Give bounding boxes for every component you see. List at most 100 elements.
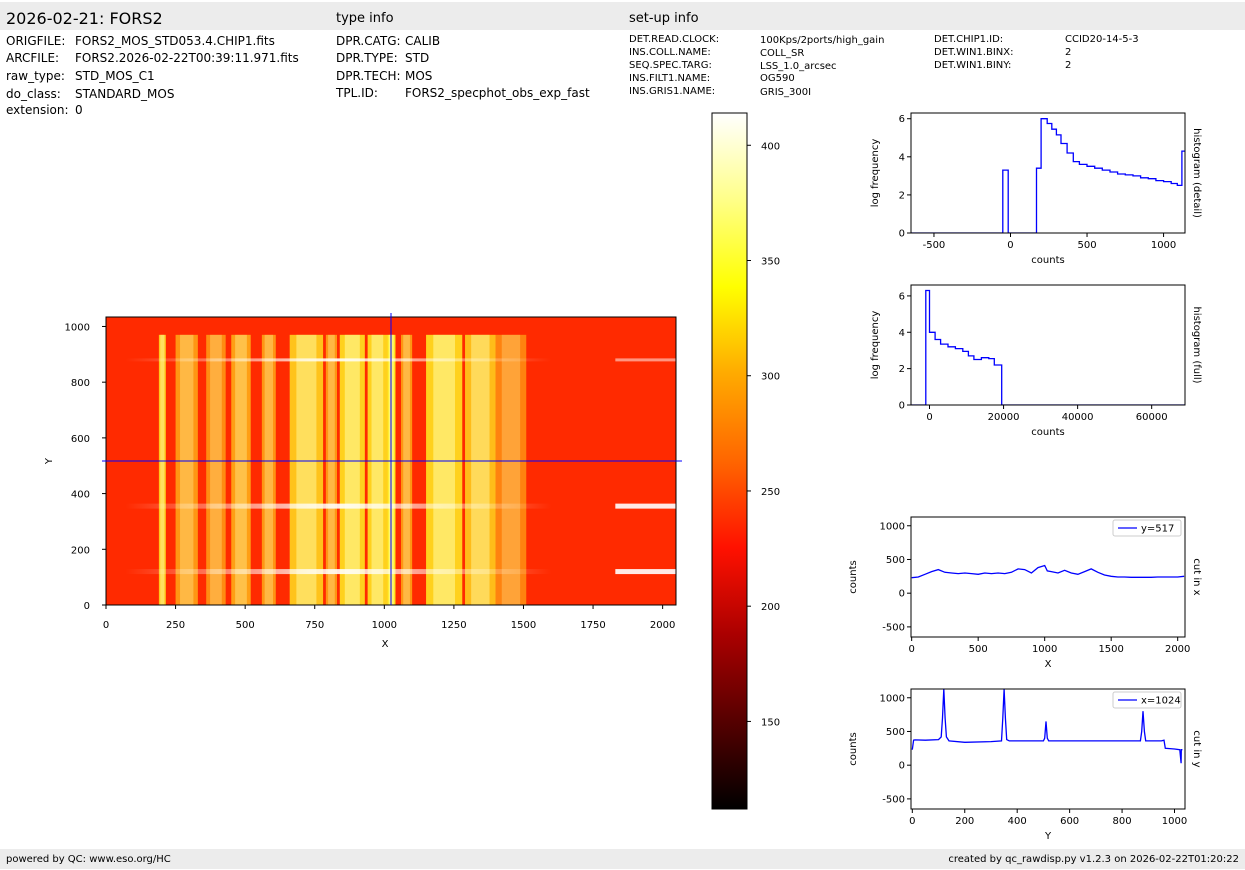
- plot-frame: [910, 284, 1186, 406]
- legend-box: [1112, 519, 1182, 537]
- setup-key: DET.WIN1.BINY:: [934, 60, 1012, 71]
- y-tick-label: 4: [899, 152, 905, 163]
- footer-left: powered by QC: www.eso.org/HC: [6, 854, 171, 865]
- setup-value: CCID20-14-5-3: [1065, 34, 1139, 45]
- x-tick-label: 1000: [372, 620, 397, 631]
- histogram-detail-panel: -500 0 500 1000 0 2 4 6 counts log frequency histo…: [870, 112, 1202, 266]
- y-tick-label: 600: [71, 434, 90, 445]
- y-axis-label: counts: [848, 560, 859, 593]
- slit-column-core: [235, 334, 247, 605]
- type-info-value: STD: [405, 51, 430, 65]
- x-tick-label: 600: [1060, 816, 1079, 827]
- slit-column-core: [433, 334, 456, 605]
- setup-key: INS.GRIS1.NAME:: [629, 86, 716, 97]
- y-tick-label: -500: [882, 622, 905, 633]
- slit-column: [231, 334, 251, 605]
- x-axis-label: counts: [1031, 427, 1064, 438]
- slit-column-core: [403, 334, 410, 605]
- x-axis-label: Y: [1044, 831, 1052, 842]
- slit-column-core: [371, 334, 384, 605]
- x-tick-label: 1250: [441, 620, 466, 631]
- setup-key: DET.READ.CLOCK:: [629, 34, 720, 45]
- x-tick-label: 1500: [1098, 644, 1123, 655]
- slit-column: [325, 334, 338, 605]
- colorbar-tick-label: 250: [761, 487, 780, 498]
- file-info-key: raw_type:: [6, 69, 65, 83]
- y-tick-label: 0: [899, 589, 905, 600]
- x-tick-label: 1000: [1032, 644, 1057, 655]
- slit-column-core: [264, 334, 273, 605]
- x-tick-label: 500: [1077, 240, 1096, 251]
- x-tick-label: 200: [955, 816, 974, 827]
- slit-column: [158, 334, 166, 605]
- file-info-value: FORS2.2026-02-22T00:39:11.971.fits: [75, 51, 299, 65]
- setup-key: SEQ.SPEC.TARG:: [629, 60, 712, 71]
- plot-frame: [910, 112, 1186, 234]
- histogram-full-panel: 0 20000 40000 60000 0 2 4 6 counts log frequency h…: [870, 284, 1202, 438]
- setup-value: GRIS_300I: [760, 87, 812, 98]
- side-label: histogram (detail): [1191, 128, 1202, 218]
- spectrum-trace: [125, 503, 552, 509]
- slit-column: [495, 334, 527, 605]
- slit-column-core: [180, 334, 194, 605]
- colorbar-gradient: [711, 112, 748, 810]
- slit-column-core: [501, 334, 521, 605]
- file-info-value: 0: [75, 103, 83, 117]
- image-panel: 0 250 500 750 1000 1250 1500 1750 2000 0 200 400 600…: [44, 313, 682, 650]
- legend-box: [1112, 691, 1182, 709]
- slit-column-core: [210, 334, 222, 605]
- slit-column: [261, 334, 276, 605]
- spectrum-trace: [125, 358, 552, 362]
- spectrum-trace: [125, 569, 552, 575]
- colorbar-tick-label: 300: [761, 372, 780, 383]
- x-tick-label: -500: [923, 240, 946, 251]
- colorbar-tick-label: 350: [761, 256, 780, 267]
- y-tick-label: 0: [899, 401, 905, 412]
- type-info-label: type info: [336, 11, 394, 26]
- x-tick-label: 0: [103, 620, 109, 631]
- type-info-value: CALIB: [405, 34, 441, 48]
- y-axis-label: Y: [44, 457, 55, 465]
- x-tick-label: 0: [909, 816, 915, 827]
- y-axis-label: counts: [848, 732, 859, 765]
- y-tick-label: 500: [886, 727, 905, 738]
- y-tick-label: 4: [899, 328, 905, 339]
- y-tick-label: 0: [899, 229, 905, 240]
- x-tick-label: 800: [1113, 816, 1132, 827]
- spectrum-trace-right: [615, 569, 676, 575]
- setup-key: DET.CHIP1.ID:: [934, 34, 1004, 45]
- x-tick-label: 400: [1008, 816, 1027, 827]
- colorbar: 150 200 250 300 350 400: [711, 112, 780, 810]
- x-tick-label: 60000: [1136, 412, 1168, 423]
- legend-label: x=1024: [1141, 696, 1181, 707]
- x-tick-label: 2000: [650, 620, 675, 631]
- setup-value: 2: [1065, 47, 1072, 58]
- slit-column: [175, 334, 198, 605]
- colorbar-tick-label: 150: [761, 717, 780, 728]
- slit-column-core: [296, 334, 317, 605]
- y-tick-label: 1000: [65, 322, 90, 333]
- y-tick-label: 0: [899, 761, 905, 772]
- slit-column-core: [344, 334, 360, 605]
- setup-value: OG590: [760, 73, 795, 84]
- type-info-key: TPL.ID:: [336, 86, 378, 100]
- type-info-value: FORS2_specphot_obs_exp_fast: [405, 86, 590, 100]
- y-tick-label: 0: [84, 601, 90, 612]
- x-tick-label: 250: [166, 620, 185, 631]
- x-tick-label: 2000: [1165, 644, 1190, 655]
- file-info-key: ARCFILE:: [6, 51, 60, 65]
- x-tick-label: 500: [969, 644, 988, 655]
- setup-value: LSS_1.0_arcsec: [760, 61, 837, 72]
- data-series-line: [911, 564, 1185, 579]
- header-bar: [0, 2, 1245, 30]
- y-tick-label: 2: [899, 364, 905, 375]
- y-axis-label: log frequency: [870, 139, 881, 208]
- plot-frame: [910, 688, 1186, 810]
- spectrum-trace-right: [615, 503, 676, 509]
- spectrum-trace-right: [615, 358, 676, 362]
- x-tick-label: 20000: [988, 412, 1020, 423]
- y-tick-label: 1000: [880, 693, 905, 704]
- y-tick-label: 6: [899, 291, 905, 302]
